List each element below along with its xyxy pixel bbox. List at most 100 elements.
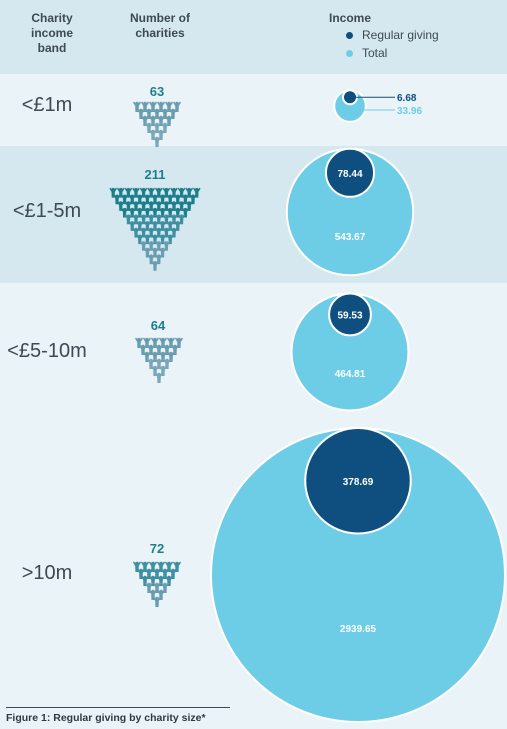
regular-value-label-1: 6.68 <box>397 93 417 104</box>
person-icon-2-98 <box>151 260 159 271</box>
person-icon-3-102 <box>159 337 167 348</box>
person-icon-4-130 <box>169 568 177 579</box>
person-icon-2-81 <box>155 227 163 238</box>
person-icon-2-46 <box>132 200 140 211</box>
person-icon-4-129 <box>161 568 169 579</box>
person-icon-2-22 <box>117 187 125 198</box>
person-icon-3-104 <box>175 337 183 348</box>
person-icon-4-139 <box>157 589 165 600</box>
person-icon-3-118 <box>159 365 167 376</box>
count-label-1: 63 <box>149 84 165 99</box>
person-icon-3-115 <box>155 358 163 369</box>
regular-value-label-2: 78.44 <box>337 169 362 180</box>
person-icon-3-107 <box>155 344 163 355</box>
band-row-3 <box>0 283 507 419</box>
person-icon-2-45 <box>124 200 133 211</box>
person-icon-2-74 <box>151 220 159 231</box>
person-icon-2-77 <box>174 220 182 231</box>
total-value-label-2: 543.67 <box>335 232 366 243</box>
header-income: Income <box>328 11 371 25</box>
person-icon-2-82 <box>162 227 171 238</box>
header-number-of-charities: Number of charities <box>130 11 190 40</box>
regular-value-label-3: 59.53 <box>337 310 362 321</box>
person-icon-4-126 <box>137 568 145 579</box>
person-icon-2-36 <box>136 194 144 205</box>
person-icon-2-67 <box>155 214 163 225</box>
person-icon-2-92 <box>162 240 171 251</box>
person-icon-1-5 <box>173 101 181 112</box>
person-icon-2-58 <box>151 207 159 218</box>
person-icon-4-137 <box>161 582 169 593</box>
person-icon-1-13 <box>157 115 165 126</box>
person-icon-4-134 <box>165 575 173 586</box>
person-icon-1-8 <box>153 108 161 119</box>
person-icon-2-38 <box>151 194 159 205</box>
total-value-label-1: 33.96 <box>397 106 422 117</box>
person-icon-1-1 <box>141 101 149 112</box>
person-icon-4-123 <box>157 561 165 572</box>
person-icon-2-86 <box>151 234 159 245</box>
figure-caption: Figure 1: Regular giving by charity size… <box>6 712 206 724</box>
person-icon-2-93 <box>143 247 152 258</box>
person-icon-3-105 <box>139 344 147 355</box>
person-icon-4-138 <box>149 589 157 600</box>
person-icon-4-128 <box>153 568 161 579</box>
person-icon-2-35 <box>128 194 136 205</box>
person-icon-2-27 <box>155 187 163 198</box>
person-icon-3-101 <box>151 337 159 348</box>
caption-rule <box>6 707 230 708</box>
total-value-label-3: 464.81 <box>335 369 366 380</box>
band-label-3: <£5-10m <box>7 340 87 362</box>
person-icon-2-47 <box>139 200 148 211</box>
person-icon-2-63 <box>124 214 133 225</box>
person-icon-1-11 <box>141 115 149 126</box>
person-icon-2-69 <box>170 214 178 225</box>
person-icon-2-30 <box>177 187 186 198</box>
person-icon-3-108 <box>163 344 171 355</box>
person-icon-2-96 <box>147 254 155 265</box>
person-icon-2-21 <box>109 187 117 198</box>
person-icon-1-18 <box>149 129 157 140</box>
person-icon-2-55 <box>128 207 136 218</box>
legend-total: Total <box>362 46 388 60</box>
person-icon-2-68 <box>162 214 171 225</box>
person-icon-4-140 <box>153 596 161 607</box>
band-label-1: <£1m <box>21 94 73 116</box>
person-icon-2-80 <box>147 227 155 238</box>
person-icon-2-57 <box>143 207 152 218</box>
person-icon-1-7 <box>145 108 153 119</box>
person-icon-2-62 <box>181 207 190 218</box>
person-icon-2-26 <box>147 187 155 198</box>
person-icon-2-71 <box>128 220 136 231</box>
person-icon-4-127 <box>145 568 153 579</box>
person-icon-3-119 <box>155 372 163 383</box>
person-icon-2-44 <box>117 200 125 211</box>
person-icon-2-87 <box>158 234 167 245</box>
person-icon-2-25 <box>139 187 148 198</box>
person-icon-2-89 <box>139 240 148 251</box>
person-icon-2-84 <box>136 234 144 245</box>
person-icon-1-9 <box>161 108 169 119</box>
person-icon-1-19 <box>157 129 165 140</box>
person-icon-2-31 <box>185 187 193 198</box>
person-icon-3-114 <box>147 358 155 369</box>
person-icon-2-78 <box>132 227 140 238</box>
person-icon-2-91 <box>155 240 163 251</box>
person-icon-4-132 <box>149 575 157 586</box>
person-icon-2-49 <box>155 200 163 211</box>
person-icon-2-73 <box>143 220 152 231</box>
regular-bubble-3 <box>328 292 372 337</box>
count-label-2: 211 <box>144 167 166 182</box>
person-icon-2-76 <box>166 220 174 231</box>
band-label-4: >10m <box>21 562 73 584</box>
person-icon-4-121 <box>141 561 149 572</box>
total-value-label-4: 2939.65 <box>340 624 377 635</box>
person-icon-2-95 <box>158 247 167 258</box>
person-icon-2-72 <box>136 220 144 231</box>
person-icon-2-66 <box>147 214 155 225</box>
person-icon-3-111 <box>151 351 159 362</box>
band-row-2 <box>0 146 507 283</box>
person-icon-2-39 <box>158 194 167 205</box>
person-icon-1-10 <box>169 108 177 119</box>
person-icon-1-2 <box>149 101 157 112</box>
